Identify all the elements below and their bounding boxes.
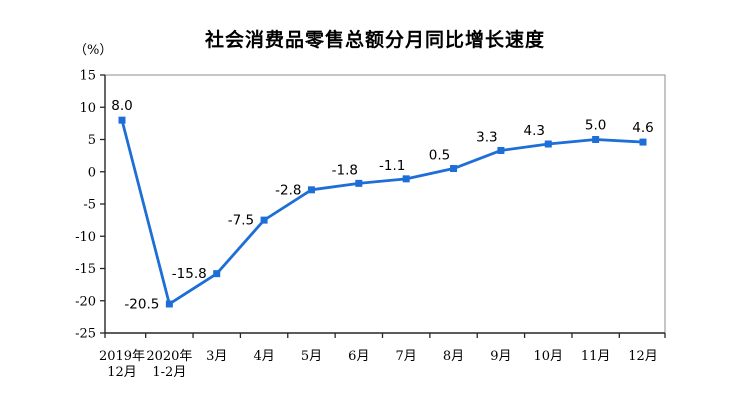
x-tick-label: 1-2月 (152, 365, 186, 380)
y-tick-label: -5 (83, 198, 96, 213)
x-tick-label: 3月 (206, 349, 227, 364)
data-point-marker (450, 165, 458, 173)
x-tick-label: 10月 (533, 349, 563, 364)
data-point-marker (592, 136, 600, 143)
data-point-label: -2.8 (275, 182, 301, 198)
data-point-marker (544, 140, 552, 148)
plot-border (104, 74, 666, 334)
x-tick-label: 11月 (581, 349, 611, 364)
data-point-marker (213, 270, 221, 278)
y-tick-label: -25 (75, 327, 96, 342)
data-point-label: -15.8 (172, 266, 207, 282)
x-tick-label: 12月 (107, 365, 137, 380)
data-point-label: -7.5 (228, 213, 254, 229)
data-point-marker (497, 146, 505, 154)
y-tick-label: -10 (75, 230, 96, 245)
x-tick-label: 12月 (628, 349, 658, 364)
y-tick-label: -20 (75, 294, 96, 309)
x-tick-label: 8月 (443, 349, 464, 364)
y-tick-label: 0 (88, 165, 96, 180)
x-tick-label: 4月 (253, 349, 274, 364)
data-point-label: -20.5 (124, 296, 159, 312)
data-line (120, 118, 645, 306)
x-tick-label: 9月 (490, 349, 511, 364)
data-point-label: 4.3 (524, 123, 545, 139)
x-tick-label: 6月 (348, 349, 369, 364)
data-point-marker (307, 186, 315, 194)
data-point-label: 5.0 (585, 118, 606, 134)
x-tick-label: 7月 (396, 349, 417, 364)
y-axis-unit-label: （%） (74, 43, 113, 58)
y-tick-label: 10 (79, 101, 96, 116)
data-point-label: -1.8 (332, 162, 358, 178)
data-point-label: 4.6 (632, 120, 653, 136)
x-tick-label: 2019年 (99, 349, 145, 364)
data-point-label: 8.0 (111, 98, 132, 114)
data-point-marker (118, 116, 126, 124)
data-point-marker (639, 138, 647, 146)
data-point-label: -1.1 (379, 158, 405, 174)
chart-title: 社会消费品零售总额分月同比增长速度 (204, 29, 545, 51)
y-tick-label: -15 (75, 262, 96, 277)
x-tick-label: 2020年 (146, 349, 192, 364)
data-point-label: 3.3 (476, 129, 497, 145)
y-tick-label: 5 (88, 133, 96, 148)
data-point-marker (260, 216, 268, 224)
data-point-label: 0.5 (429, 148, 450, 164)
x-tick-label: 5月 (301, 349, 322, 364)
data-point-marker (355, 179, 363, 187)
data-point-marker (402, 175, 410, 183)
y-tick-label: 15 (79, 69, 96, 84)
data-point-marker (165, 300, 173, 308)
